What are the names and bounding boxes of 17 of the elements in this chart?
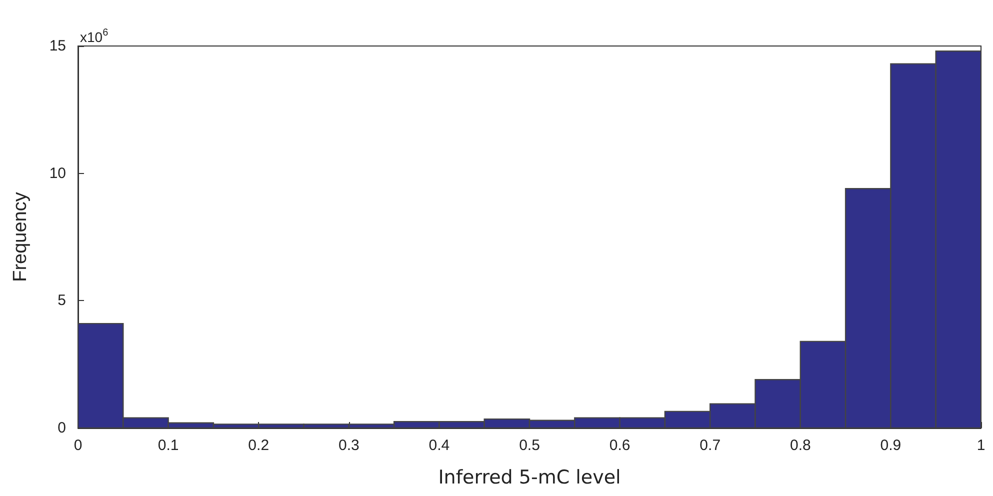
x-tick-label: 0.1 (158, 437, 179, 454)
x-tick-label: 0.2 (248, 437, 270, 454)
x-tick-label: 0 (74, 437, 82, 454)
y-tick-label: 15 (49, 38, 66, 54)
y-tick-label: 0 (58, 420, 66, 436)
x-tick-label: 0.6 (609, 437, 630, 454)
x-tick-label: 0.9 (880, 437, 902, 454)
x-tick-label: 0.7 (700, 437, 721, 454)
x-tick-label: 0.5 (519, 437, 540, 454)
x-axis-title: Inferred 5-mC level (438, 466, 621, 488)
y-axis-title: Frequency (10, 192, 31, 282)
x-tick-label: 0.8 (790, 437, 811, 454)
y-tick-label: 10 (49, 164, 66, 182)
x-tick-label: 0.4 (428, 437, 450, 454)
x-tick-label: 1 (976, 437, 986, 454)
x-tick-label: 0.3 (338, 437, 360, 454)
y-tick-label: 5 (58, 292, 66, 310)
